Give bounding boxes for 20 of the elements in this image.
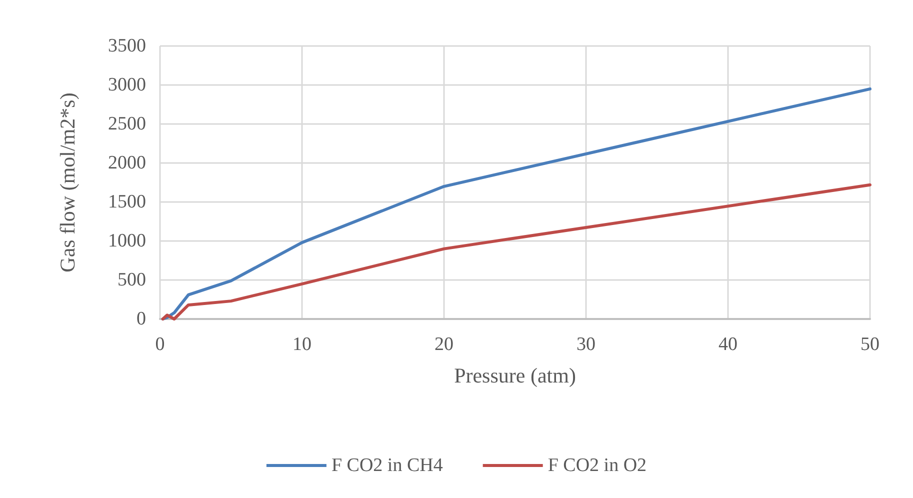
y-tick-label: 2000	[108, 152, 146, 174]
y-tick-label: 2500	[108, 114, 146, 134]
x-tick-label: 50	[860, 334, 880, 355]
line-series	[161, 87, 872, 320]
line-series	[161, 183, 872, 320]
legend-label: F CO2 in O2	[548, 455, 647, 476]
x-tick-label: 10	[292, 334, 312, 355]
x-tick-label: 0	[155, 334, 165, 355]
y-tick-label: 3500	[108, 36, 146, 56]
x-tick-label: 30	[576, 334, 596, 355]
legend-label: F CO2 in CH4	[331, 455, 444, 476]
y-axis-title: Gas flow (mol/m2*s)	[56, 92, 80, 272]
y-tick-label: 0	[136, 308, 146, 330]
x-tick-label: 20	[434, 334, 454, 355]
y-tick-label: 1000	[108, 230, 146, 252]
y-tick-label: 1500	[108, 192, 146, 212]
x-axis-title: Pressure (atm)	[454, 364, 576, 388]
y-tick-label: 3000	[108, 74, 146, 96]
x-tick-label: 40	[718, 334, 738, 355]
y-tick-label: 500	[118, 270, 146, 290]
